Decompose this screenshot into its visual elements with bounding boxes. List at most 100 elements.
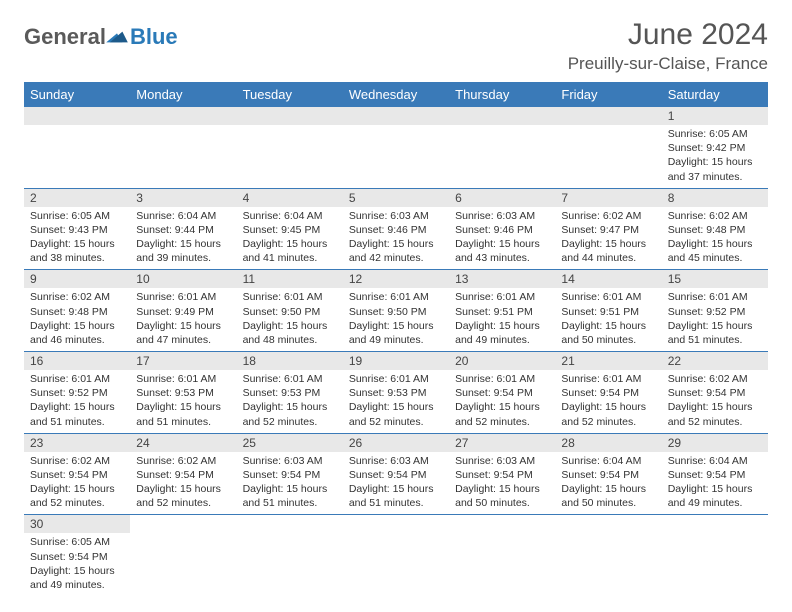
- calendar-day-cell: 18Sunrise: 6:01 AMSunset: 9:53 PMDayligh…: [237, 352, 343, 434]
- weekday-header-row: Sunday Monday Tuesday Wednesday Thursday…: [24, 82, 768, 107]
- day-number: 14: [555, 270, 661, 288]
- detail-line: Sunset: 9:45 PM: [243, 223, 337, 237]
- detail-line: Sunset: 9:53 PM: [136, 386, 230, 400]
- detail-line: Sunrise: 6:01 AM: [243, 372, 337, 386]
- calendar-day-cell: 10Sunrise: 6:01 AMSunset: 9:49 PMDayligh…: [130, 270, 236, 352]
- day-number: 29: [662, 434, 768, 452]
- detail-line: Sunrise: 6:02 AM: [30, 454, 124, 468]
- day-details: Sunrise: 6:01 AMSunset: 9:52 PMDaylight:…: [662, 288, 768, 351]
- calendar-day-cell: [555, 107, 661, 188]
- calendar-day-cell: [24, 107, 130, 188]
- detail-line: Daylight: 15 hours: [30, 400, 124, 414]
- detail-line: Sunrise: 6:01 AM: [561, 290, 655, 304]
- detail-line: Sunset: 9:52 PM: [30, 386, 124, 400]
- calendar-week-row: 2Sunrise: 6:05 AMSunset: 9:43 PMDaylight…: [24, 188, 768, 270]
- day-details: Sunrise: 6:02 AMSunset: 9:47 PMDaylight:…: [555, 207, 661, 270]
- detail-line: Sunrise: 6:02 AM: [561, 209, 655, 223]
- weekday-header: Sunday: [24, 82, 130, 107]
- detail-line: Daylight: 15 hours: [349, 400, 443, 414]
- calendar-day-cell: 25Sunrise: 6:03 AMSunset: 9:54 PMDayligh…: [237, 433, 343, 515]
- day-details: Sunrise: 6:04 AMSunset: 9:44 PMDaylight:…: [130, 207, 236, 270]
- detail-line: and 48 minutes.: [243, 333, 337, 347]
- detail-line: Daylight: 15 hours: [136, 482, 230, 496]
- detail-line: Sunset: 9:54 PM: [561, 386, 655, 400]
- calendar-day-cell: 30Sunrise: 6:05 AMSunset: 9:54 PMDayligh…: [24, 515, 130, 596]
- day-details: Sunrise: 6:01 AMSunset: 9:52 PMDaylight:…: [24, 370, 130, 433]
- day-number: 28: [555, 434, 661, 452]
- detail-line: Daylight: 15 hours: [668, 482, 762, 496]
- day-details: Sunrise: 6:02 AMSunset: 9:48 PMDaylight:…: [662, 207, 768, 270]
- day-number: 26: [343, 434, 449, 452]
- detail-line: Sunset: 9:42 PM: [668, 141, 762, 155]
- calendar-day-cell: 3Sunrise: 6:04 AMSunset: 9:44 PMDaylight…: [130, 188, 236, 270]
- day-details: Sunrise: 6:02 AMSunset: 9:48 PMDaylight:…: [24, 288, 130, 351]
- detail-line: Sunset: 9:53 PM: [349, 386, 443, 400]
- day-details: Sunrise: 6:05 AMSunset: 9:54 PMDaylight:…: [24, 533, 130, 596]
- detail-line: Daylight: 15 hours: [243, 482, 337, 496]
- detail-line: Sunrise: 6:01 AM: [455, 372, 549, 386]
- calendar-day-cell: [555, 515, 661, 596]
- empty-day-header: [130, 107, 236, 125]
- detail-line: and 47 minutes.: [136, 333, 230, 347]
- title-block: June 2024 Preuilly-sur-Claise, France: [568, 18, 768, 74]
- detail-line: and 51 minutes.: [136, 415, 230, 429]
- calendar-day-cell: 9Sunrise: 6:02 AMSunset: 9:48 PMDaylight…: [24, 270, 130, 352]
- detail-line: Daylight: 15 hours: [136, 237, 230, 251]
- detail-line: Daylight: 15 hours: [561, 400, 655, 414]
- detail-line: and 44 minutes.: [561, 251, 655, 265]
- day-details: Sunrise: 6:02 AMSunset: 9:54 PMDaylight:…: [662, 370, 768, 433]
- day-details: Sunrise: 6:01 AMSunset: 9:50 PMDaylight:…: [237, 288, 343, 351]
- detail-line: Daylight: 15 hours: [455, 482, 549, 496]
- logo-flag-icon: [106, 28, 128, 46]
- detail-line: and 43 minutes.: [455, 251, 549, 265]
- day-number: 23: [24, 434, 130, 452]
- day-number: 6: [449, 189, 555, 207]
- detail-line: Daylight: 15 hours: [30, 482, 124, 496]
- day-number: 5: [343, 189, 449, 207]
- calendar-day-cell: 8Sunrise: 6:02 AMSunset: 9:48 PMDaylight…: [662, 188, 768, 270]
- day-details: Sunrise: 6:03 AMSunset: 9:46 PMDaylight:…: [449, 207, 555, 270]
- calendar-day-cell: [343, 107, 449, 188]
- detail-line: Daylight: 15 hours: [561, 237, 655, 251]
- day-details: Sunrise: 6:01 AMSunset: 9:51 PMDaylight:…: [555, 288, 661, 351]
- detail-line: Daylight: 15 hours: [455, 400, 549, 414]
- calendar-day-cell: [449, 515, 555, 596]
- weekday-header: Wednesday: [343, 82, 449, 107]
- detail-line: and 42 minutes.: [349, 251, 443, 265]
- detail-line: Daylight: 15 hours: [668, 319, 762, 333]
- detail-line: Sunrise: 6:03 AM: [349, 209, 443, 223]
- day-details: Sunrise: 6:03 AMSunset: 9:54 PMDaylight:…: [343, 452, 449, 515]
- day-details: Sunrise: 6:04 AMSunset: 9:54 PMDaylight:…: [555, 452, 661, 515]
- detail-line: Sunrise: 6:01 AM: [30, 372, 124, 386]
- logo-text-blue: Blue: [130, 24, 178, 50]
- detail-line: and 50 minutes.: [455, 496, 549, 510]
- detail-line: and 50 minutes.: [561, 333, 655, 347]
- detail-line: Daylight: 15 hours: [668, 237, 762, 251]
- detail-line: and 52 minutes.: [30, 496, 124, 510]
- detail-line: and 41 minutes.: [243, 251, 337, 265]
- empty-day-header: [24, 107, 130, 125]
- empty-day-header: [449, 107, 555, 125]
- detail-line: Sunset: 9:46 PM: [455, 223, 549, 237]
- calendar-day-cell: 19Sunrise: 6:01 AMSunset: 9:53 PMDayligh…: [343, 352, 449, 434]
- calendar-day-cell: 15Sunrise: 6:01 AMSunset: 9:52 PMDayligh…: [662, 270, 768, 352]
- detail-line: Daylight: 15 hours: [668, 400, 762, 414]
- weekday-header: Monday: [130, 82, 236, 107]
- detail-line: Sunset: 9:43 PM: [30, 223, 124, 237]
- day-number: 16: [24, 352, 130, 370]
- day-number: 21: [555, 352, 661, 370]
- calendar-day-cell: 16Sunrise: 6:01 AMSunset: 9:52 PMDayligh…: [24, 352, 130, 434]
- day-details: Sunrise: 6:01 AMSunset: 9:53 PMDaylight:…: [343, 370, 449, 433]
- month-title: June 2024: [568, 18, 768, 52]
- calendar-day-cell: 24Sunrise: 6:02 AMSunset: 9:54 PMDayligh…: [130, 433, 236, 515]
- detail-line: Sunset: 9:54 PM: [668, 468, 762, 482]
- calendar-day-cell: [662, 515, 768, 596]
- calendar-day-cell: 22Sunrise: 6:02 AMSunset: 9:54 PMDayligh…: [662, 352, 768, 434]
- detail-line: and 50 minutes.: [561, 496, 655, 510]
- day-number: 15: [662, 270, 768, 288]
- location-label: Preuilly-sur-Claise, France: [568, 54, 768, 74]
- calendar-day-cell: 28Sunrise: 6:04 AMSunset: 9:54 PMDayligh…: [555, 433, 661, 515]
- detail-line: Sunrise: 6:04 AM: [668, 454, 762, 468]
- detail-line: Sunset: 9:52 PM: [668, 305, 762, 319]
- day-number: 30: [24, 515, 130, 533]
